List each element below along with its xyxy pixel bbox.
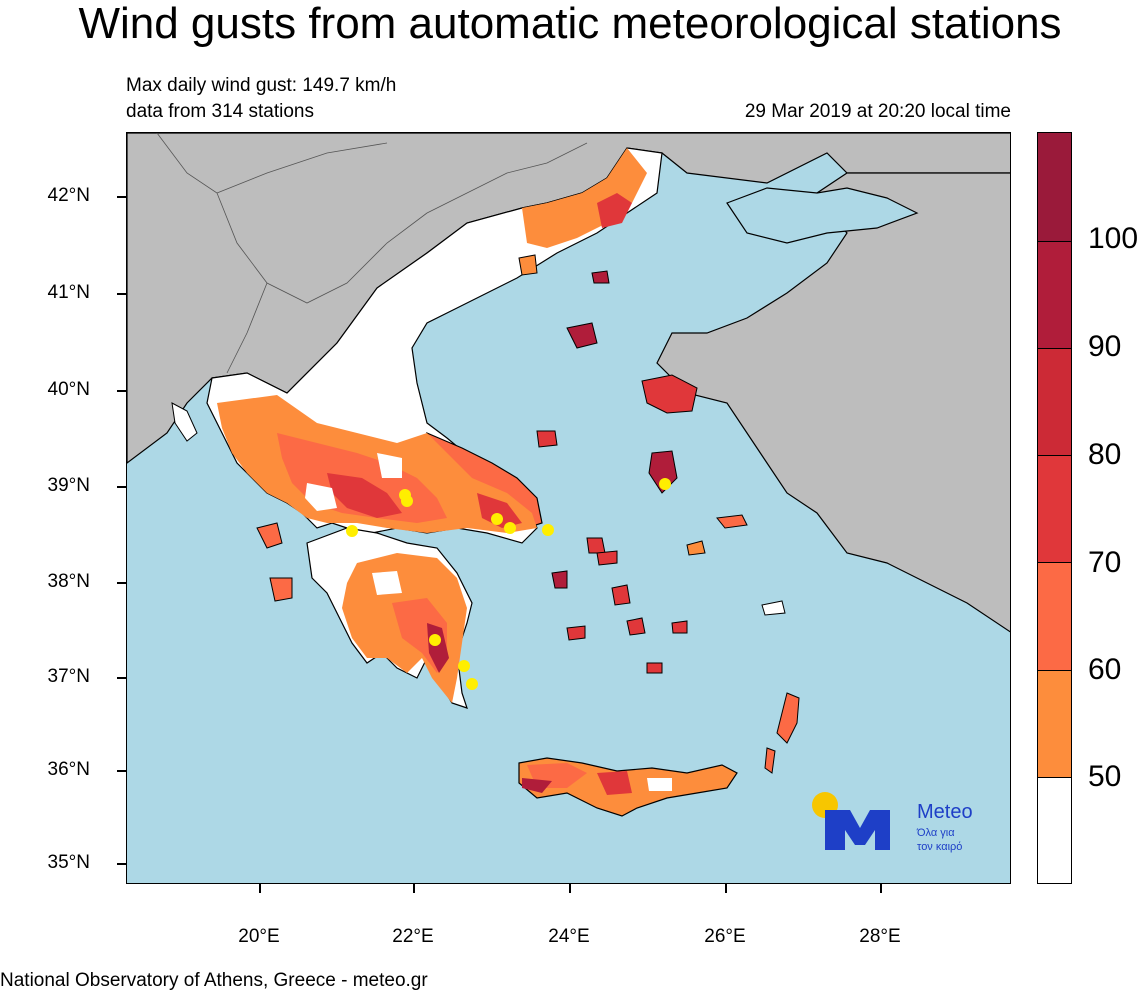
corfu-island xyxy=(171,402,198,442)
lat-tick-38 xyxy=(117,582,127,584)
zakynthos-island xyxy=(269,577,293,602)
thasos-island xyxy=(518,254,538,276)
lon-label-28: 28°E xyxy=(859,926,901,947)
colorbar-label-50: 50 xyxy=(1088,760,1122,793)
colorbar-seg-90 xyxy=(1038,241,1071,348)
skyros-island xyxy=(536,430,558,448)
colorbar-seg-70 xyxy=(1038,455,1071,562)
lon-tick-28 xyxy=(880,884,882,893)
colorbar-seg-below50 xyxy=(1038,777,1071,883)
colorbar-seg-60 xyxy=(1038,562,1071,670)
max-gust-text: Max daily wind gust: 149.7 km/h xyxy=(126,75,397,96)
colorbar-label-80: 80 xyxy=(1088,438,1122,471)
lat-label-37: 37°N xyxy=(47,666,90,687)
footer-credit: National Observatory of Athens, Greece -… xyxy=(0,970,428,991)
lat-tick-40 xyxy=(117,390,127,392)
cyclades-islands xyxy=(551,537,706,674)
colorbar-label-100: 100 xyxy=(1088,222,1139,255)
lon-tick-22 xyxy=(413,884,415,893)
colorbar-label-90: 90 xyxy=(1088,330,1122,363)
samos-island xyxy=(716,514,748,529)
karpathos-island xyxy=(764,747,776,774)
lon-tick-20 xyxy=(259,884,261,893)
lon-label-22: 22°E xyxy=(392,926,434,947)
gust-contours-peloponnese xyxy=(342,553,467,703)
lat-tick-35 xyxy=(117,863,127,865)
colorbar-seg-80 xyxy=(1038,348,1071,455)
kos-island xyxy=(761,600,786,616)
subtitle-left: Max daily wind gust: 149.7 km/h data fro… xyxy=(126,75,396,127)
samothraki-island xyxy=(591,270,610,284)
colorbar-label-70: 70 xyxy=(1088,546,1122,579)
lemnos-island xyxy=(566,322,598,349)
colorbar-seg-100plus xyxy=(1038,133,1071,241)
rhodes-island xyxy=(776,692,800,744)
marmara-sea xyxy=(726,187,919,244)
lesvos-island xyxy=(641,374,698,414)
stations-count-text: data from 314 stations xyxy=(126,101,314,122)
lat-label-41: 41°N xyxy=(47,282,90,303)
lat-label-38: 38°N xyxy=(47,571,90,592)
map-title: Wind gusts from automatic meteorological… xyxy=(78,0,1062,48)
gust-contours-crete xyxy=(522,763,672,795)
map-area xyxy=(126,132,1011,884)
timestamp-text: 29 Mar 2019 at 20:20 local time xyxy=(744,101,1011,122)
colorbar-seg-50 xyxy=(1038,670,1071,777)
border-lines xyxy=(156,133,588,374)
lat-tick-39 xyxy=(117,486,127,488)
lon-label-26: 26°E xyxy=(704,926,746,947)
logo-tagline: Όλα για τον καιρό xyxy=(917,826,997,854)
map-svg xyxy=(127,133,1010,817)
lat-label-42: 42°N xyxy=(47,185,90,206)
colorbar-label-60: 60 xyxy=(1088,653,1122,686)
lat-tick-36 xyxy=(117,770,127,772)
lon-label-24: 24°E xyxy=(548,926,590,947)
logo-tagline-line2: τον καιρό xyxy=(917,841,963,853)
station-markers xyxy=(346,478,671,690)
kefalonia-island xyxy=(256,522,283,549)
lon-tick-26 xyxy=(725,884,727,893)
lon-label-20: 20°E xyxy=(238,926,280,947)
lat-label-35: 35°N xyxy=(47,852,90,873)
turkey-land xyxy=(656,172,1010,633)
meteo-logo-icon xyxy=(812,792,890,850)
logo-name: Meteo xyxy=(917,801,973,823)
lat-tick-41 xyxy=(117,293,127,295)
lon-tick-24 xyxy=(569,884,571,893)
lat-tick-42 xyxy=(117,196,127,198)
lat-tick-37 xyxy=(117,677,127,679)
lat-label-39: 39°N xyxy=(47,475,90,496)
colorbar xyxy=(1037,132,1072,884)
lat-label-40: 40°N xyxy=(47,379,90,400)
logo-tagline-line1: Όλα για xyxy=(917,827,955,839)
lat-label-36: 36°N xyxy=(47,759,90,780)
